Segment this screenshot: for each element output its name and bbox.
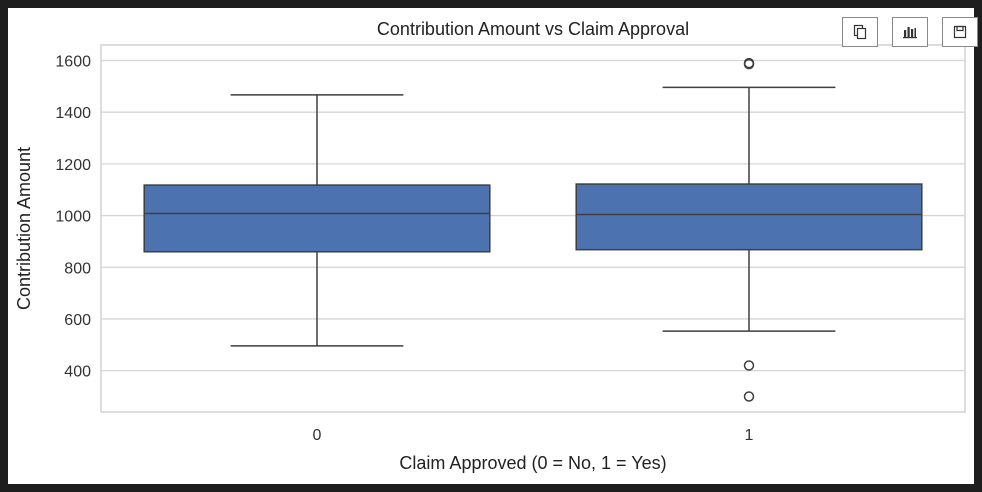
x-tick-label: 0 — [313, 427, 322, 444]
save-button[interactable] — [942, 17, 978, 47]
copy-button[interactable] — [842, 17, 878, 47]
chart-title: Contribution Amount vs Claim Approval — [377, 19, 689, 39]
box-iqr — [143, 184, 491, 253]
y-tick-label: 1200 — [55, 157, 91, 174]
y-tick-label: 400 — [64, 364, 91, 381]
y-tick-label: 1000 — [55, 209, 91, 226]
outlier-point — [743, 58, 755, 70]
outlier-point — [743, 360, 755, 371]
outlier-point — [743, 391, 755, 402]
copy-icon — [853, 24, 867, 40]
y-tick-label: 600 — [64, 312, 91, 329]
plot-border — [100, 44, 966, 413]
bar-chart-icon — [903, 27, 917, 39]
x-tick-label: 1 — [745, 427, 754, 444]
y-axis-label: Contribution Amount — [14, 147, 34, 310]
x-axis-label: Claim Approved (0 = No, 1 = Yes) — [399, 453, 666, 473]
y-tick-label: 800 — [64, 260, 91, 277]
chart-button[interactable] — [892, 17, 928, 47]
box-plot-chart: 400 600 800 1000 1200 1400 1600 0 1 Contribution … — [14, 19, 966, 473]
y-tick-label: 1600 — [55, 54, 91, 71]
y-tick-label: 1400 — [55, 105, 91, 122]
save-icon — [953, 25, 967, 39]
box-iqr — [575, 183, 923, 251]
chart-frame: 400 600 800 1000 1200 1400 1600 0 1 Contribution … — [8, 8, 978, 484]
